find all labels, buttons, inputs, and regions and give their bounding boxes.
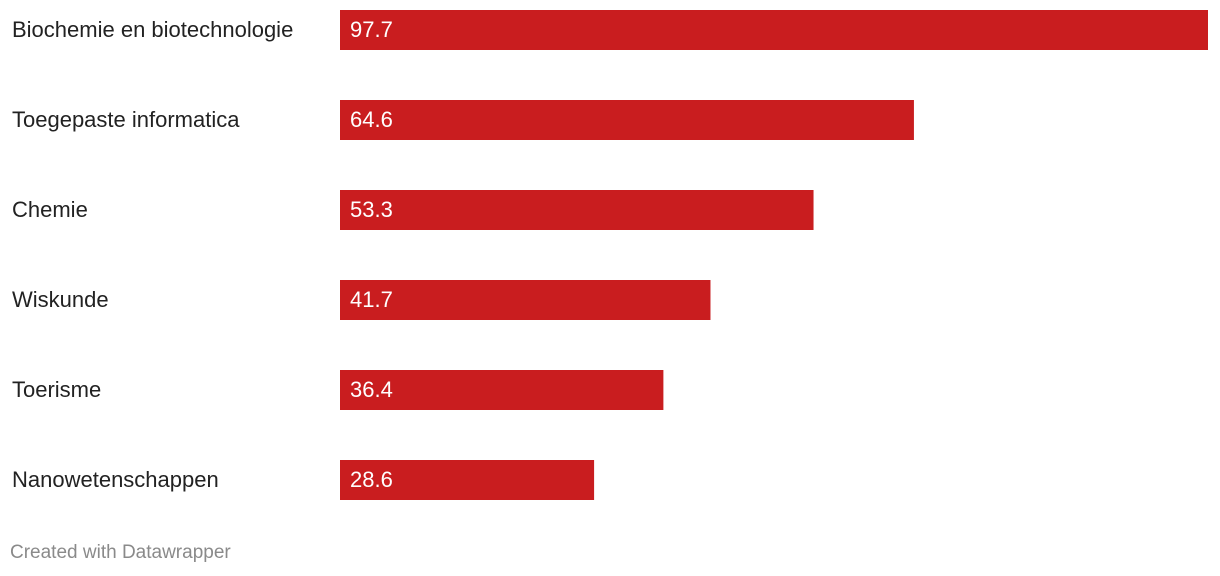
category-label: Toegepaste informatica: [12, 107, 240, 132]
value-label: 53.3: [350, 197, 393, 222]
value-label: 36.4: [350, 377, 393, 402]
value-label: 64.6: [350, 107, 393, 132]
category-label: Wiskunde: [12, 287, 109, 312]
value-label: 97.7: [350, 17, 393, 42]
bar: [340, 370, 664, 410]
value-label: 28.6: [350, 467, 393, 492]
category-label: Toerisme: [12, 377, 101, 402]
bar: [340, 100, 914, 140]
bar: [340, 190, 814, 230]
credit: Created with Datawrapper: [10, 542, 231, 563]
category-label: Nanowetenschappen: [12, 467, 219, 492]
bar: [340, 460, 595, 500]
value-label: 41.7: [350, 287, 393, 312]
category-label: Chemie: [12, 197, 88, 222]
bar: [340, 10, 1208, 50]
bar: [340, 280, 711, 320]
category-label: Biochemie en biotechnologie: [12, 17, 293, 42]
